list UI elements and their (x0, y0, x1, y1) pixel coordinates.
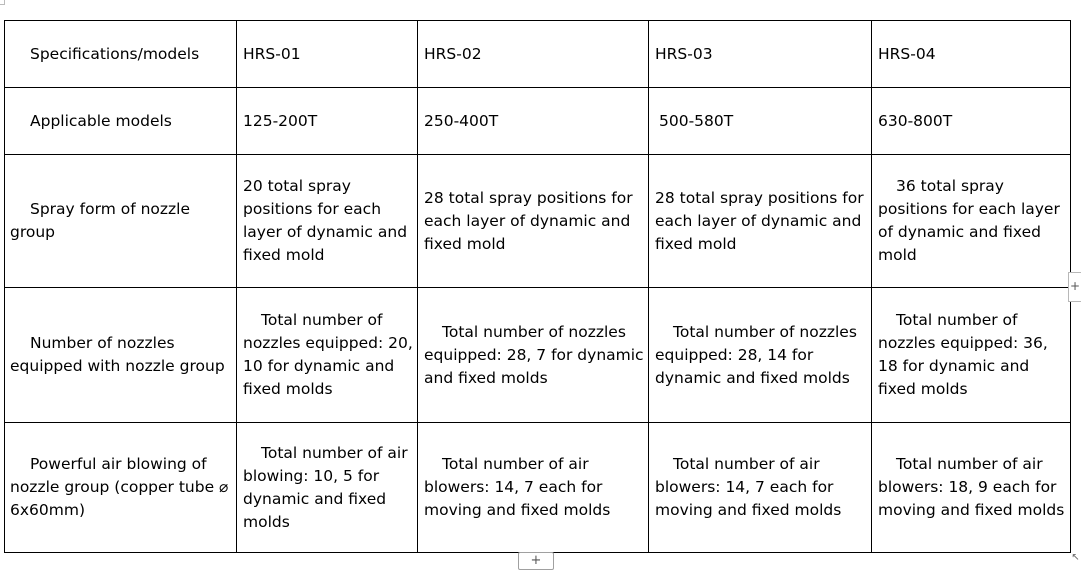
table-row-header: Specifications/models HRS-01 HRS-02 HRS-… (4, 20, 1071, 88)
cell-specifications-label[interactable]: Specifications/models (4, 20, 237, 88)
cell-spray-hrs-04[interactable]: 36 total spray positions for each layer … (871, 154, 1071, 288)
add-column-button[interactable]: + (1068, 272, 1081, 302)
cell-spray-form-label[interactable]: Spray form of nozzle group (4, 154, 237, 288)
table-row-nozzles-equipped: Number of nozzles equipped with nozzle g… (4, 287, 1071, 423)
cell-air-hrs-03[interactable]: Total number of air blowers: 14, 7 each … (648, 422, 872, 553)
table-row-applicable-models: Applicable models 125-200T 250-400T 500-… (4, 87, 1071, 155)
table-row-air-blowing: Powerful air blowing of nozzle group (co… (4, 422, 1071, 553)
cell-model-hrs-01[interactable]: HRS-01 (236, 20, 418, 88)
specifications-table: Specifications/models HRS-01 HRS-02 HRS-… (4, 20, 1071, 553)
cell-nozzles-label[interactable]: Number of nozzles equipped with nozzle g… (4, 287, 237, 423)
cell-nozzles-hrs-03[interactable]: Total number of nozzles equipped: 28, 14… (648, 287, 872, 423)
resize-corner-icon[interactable]: ↖ (1071, 552, 1080, 563)
cell-model-hrs-04[interactable]: HRS-04 (871, 20, 1071, 88)
cell-spray-hrs-03[interactable]: 28 total spray positions for each layer … (648, 154, 872, 288)
cell-nozzles-hrs-01[interactable]: Total number of nozzles equipped: 20, 10… (236, 287, 418, 423)
page-corner-mark (0, 0, 5, 5)
cell-air-hrs-01[interactable]: Total number of air blowing: 10, 5 for d… (236, 422, 418, 553)
cell-applicable-hrs-02[interactable]: 250-400T (417, 87, 649, 155)
table-row-spray-form: Spray form of nozzle group 20 total spra… (4, 154, 1071, 288)
cell-model-hrs-03[interactable]: HRS-03 (648, 20, 872, 88)
cell-spray-hrs-01[interactable]: 20 total spray positions for each layer … (236, 154, 418, 288)
cell-nozzles-hrs-04[interactable]: Total number of nozzles equipped: 36, 18… (871, 287, 1071, 423)
cell-nozzles-hrs-02[interactable]: Total number of nozzles equipped: 28, 7 … (417, 287, 649, 423)
cell-applicable-hrs-01[interactable]: 125-200T (236, 87, 418, 155)
add-row-button[interactable]: + (518, 552, 554, 570)
cell-applicable-models-label[interactable]: Applicable models (4, 87, 237, 155)
cell-air-blowing-label[interactable]: Powerful air blowing of nozzle group (co… (4, 422, 237, 553)
cell-air-hrs-02[interactable]: Total number of air blowers: 14, 7 each … (417, 422, 649, 553)
cell-applicable-hrs-03[interactable]: 500-580T (648, 87, 872, 155)
cell-air-hrs-04[interactable]: Total number of air blowers: 18, 9 each … (871, 422, 1071, 553)
cell-applicable-hrs-04[interactable]: 630-800T (871, 87, 1071, 155)
cell-model-hrs-02[interactable]: HRS-02 (417, 20, 649, 88)
cell-spray-hrs-02[interactable]: 28 total spray positions for each layer … (417, 154, 649, 288)
